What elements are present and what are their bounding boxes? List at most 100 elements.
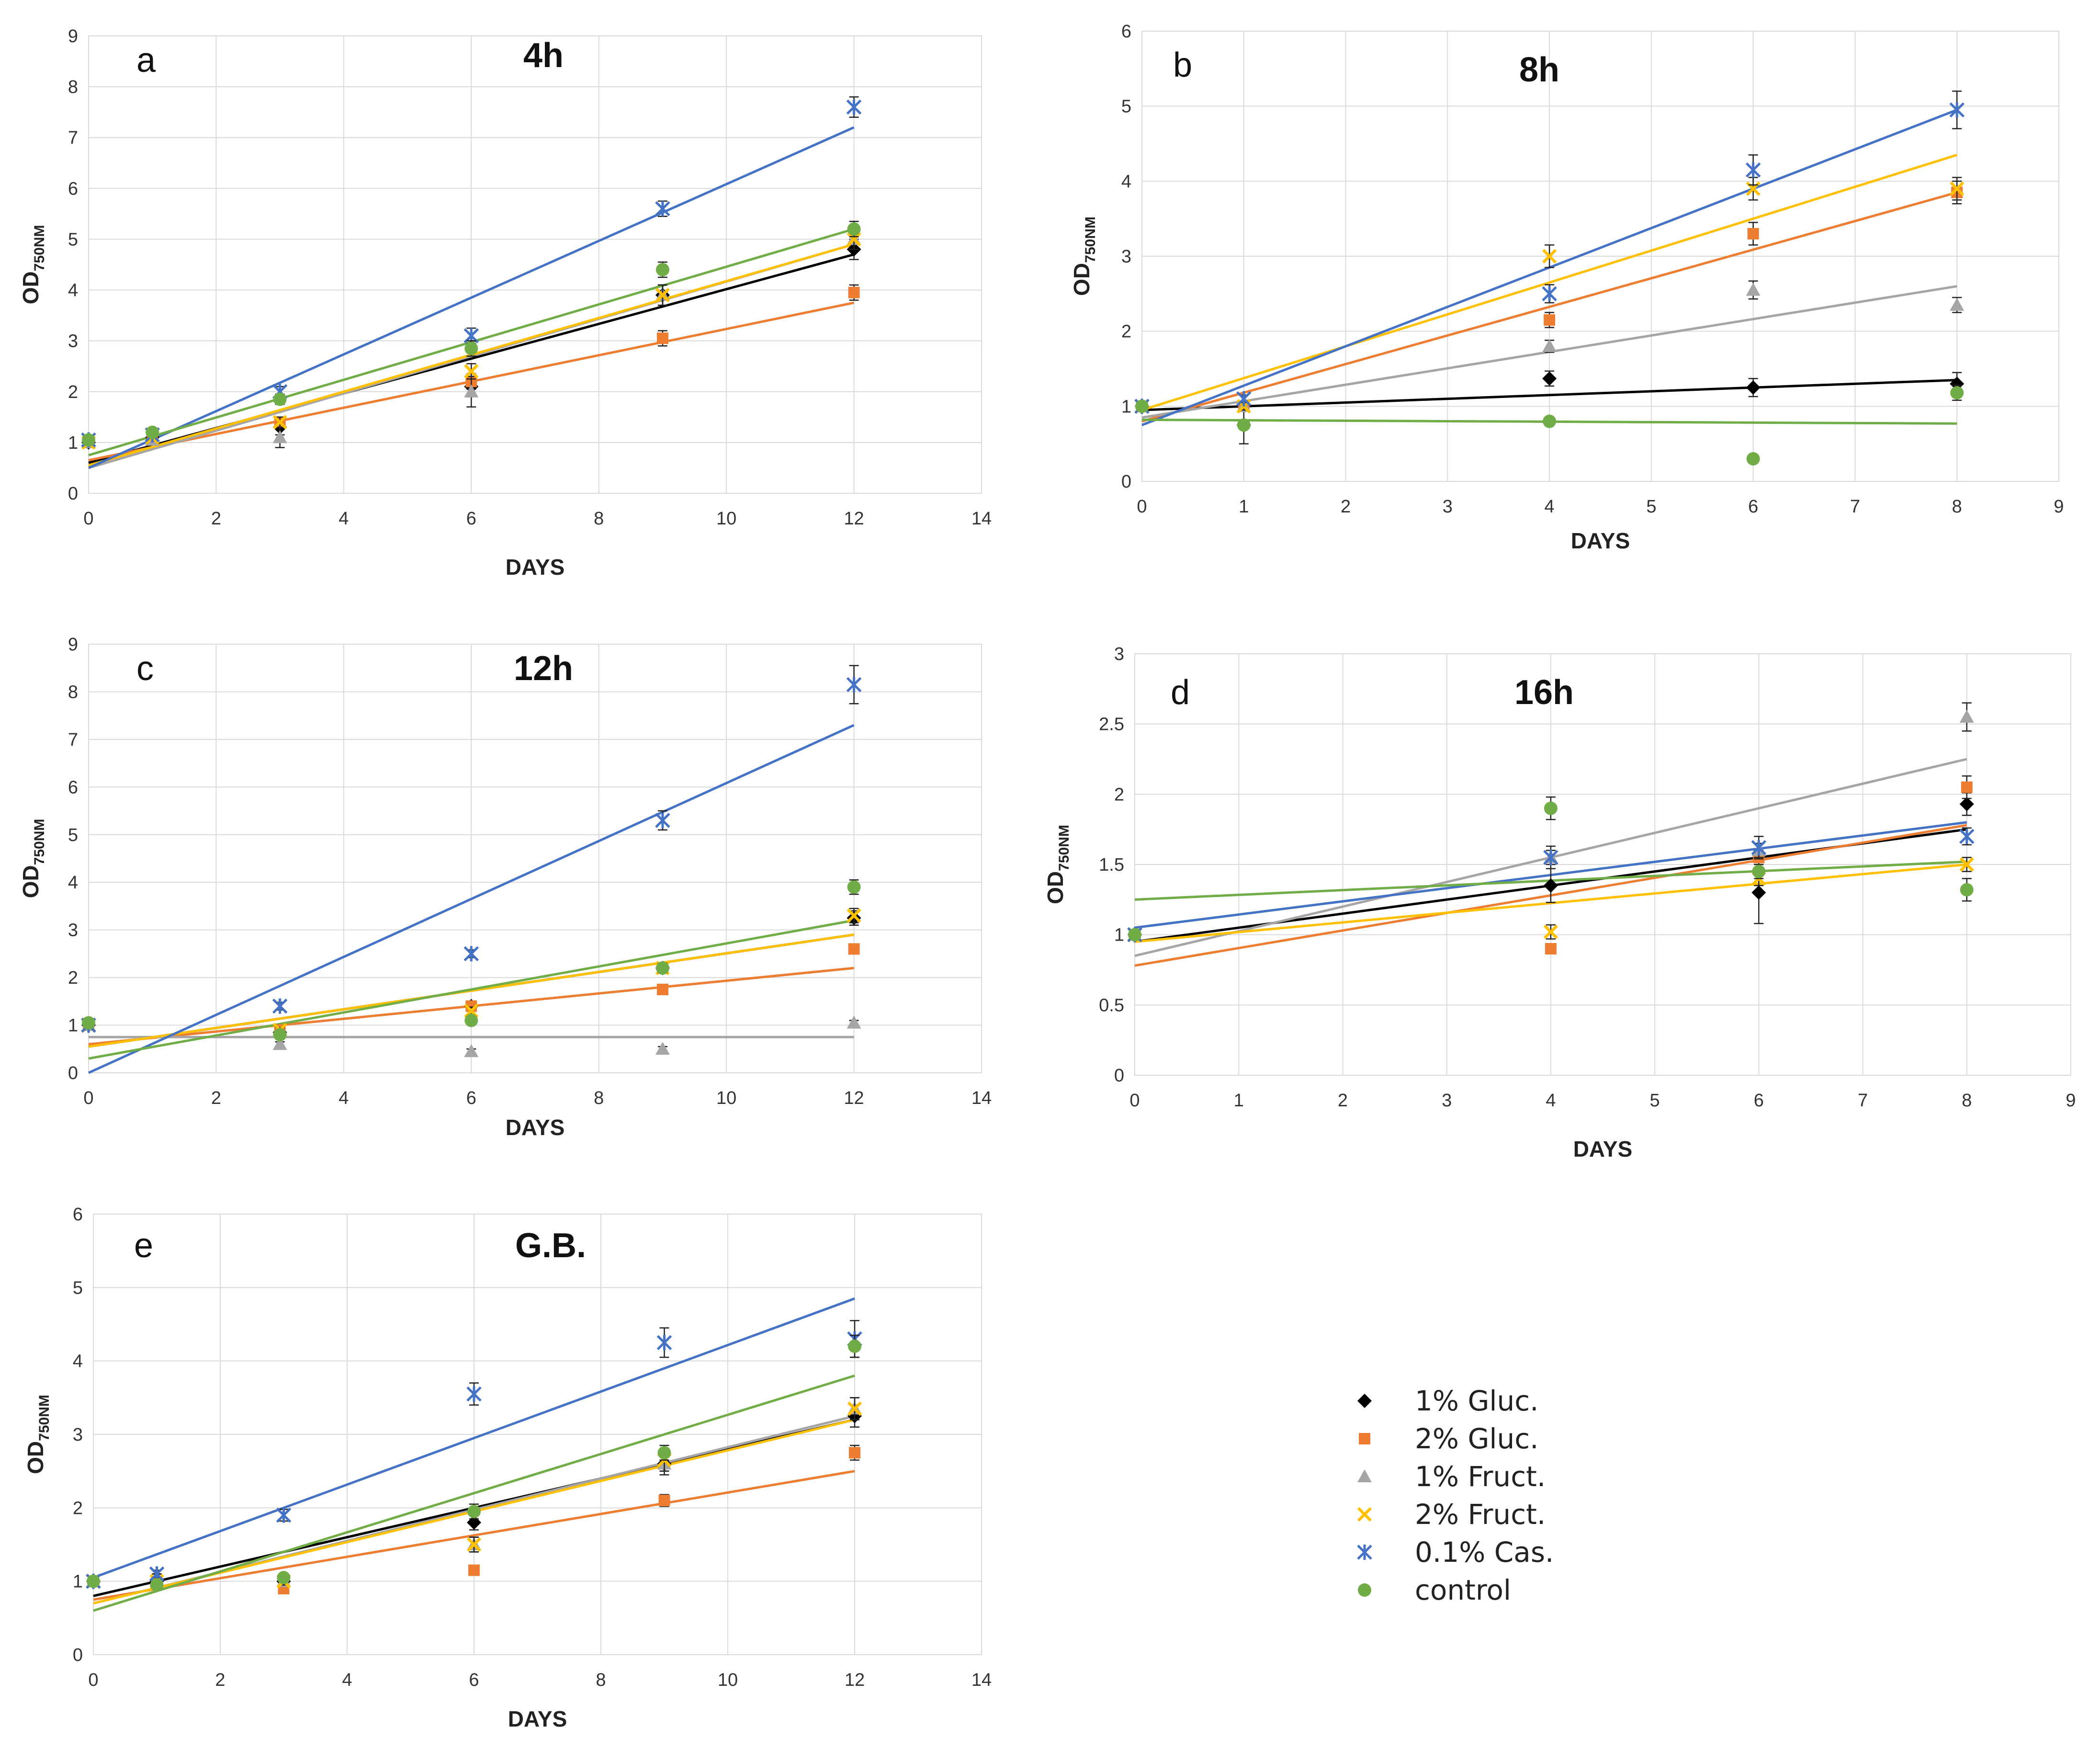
data-point [847, 880, 861, 894]
legend-label: 2% Fruct. [1415, 1498, 1546, 1531]
data-point [846, 99, 862, 115]
x-tick-label: 6 [469, 1670, 479, 1690]
trendline-2pct-fruct [1134, 863, 1967, 943]
y-tick-label: 0 [68, 1063, 78, 1083]
series-control [1135, 385, 1964, 466]
x-tick-label: 10 [718, 1670, 738, 1690]
y-tick-label: 2 [68, 382, 78, 402]
y-axis-label: OD750NM [1069, 216, 1098, 296]
data-point [655, 1042, 670, 1055]
y-axis-label: OD750NM [1043, 825, 1072, 904]
y-tick-label: 2.5 [1099, 715, 1124, 735]
y-axis-label-sub: 750NM [1083, 216, 1098, 263]
data-point [1543, 924, 1558, 939]
series-control [87, 1334, 861, 1592]
data-point [464, 384, 479, 398]
y-axis-label-sub: 750NM [32, 819, 47, 865]
data-point [1746, 452, 1760, 466]
data-point [276, 1507, 292, 1523]
y-tick-label: 2 [68, 968, 78, 988]
x-tick-label: 8 [596, 1670, 606, 1690]
x-tick-label: 1 [1239, 497, 1249, 517]
x-tick-label: 2 [1338, 1091, 1348, 1111]
legend-label: control [1415, 1574, 1511, 1606]
legend-label: 0.1% Cas. [1415, 1536, 1554, 1569]
x-tick-label: 12 [844, 1088, 864, 1108]
x-tick-label: 0 [83, 1088, 93, 1108]
data-point [1543, 850, 1558, 865]
x-tick-label: 12 [844, 509, 864, 529]
data-point [272, 430, 287, 443]
data-point [464, 1044, 479, 1057]
data-point [150, 1578, 164, 1592]
x-tick-label: 4 [1545, 497, 1555, 517]
y-tick-label: 2 [1121, 322, 1131, 342]
data-point [846, 677, 862, 693]
legend: 1% Gluc. 2% Gluc. 1% Fruct. 2% Fruct. 0.1% C… [1357, 1385, 1554, 1606]
data-point [1544, 801, 1558, 815]
y-axis-label: OD750NM [18, 819, 47, 898]
y-tick-label: 9 [68, 635, 78, 655]
y-tick-label: 5 [68, 229, 78, 250]
legend-item-2pct-fruct: 2% Fruct. [1357, 1498, 1546, 1531]
legend-item-1pct-fruct: 1% Fruct. [1357, 1460, 1546, 1493]
data-point [272, 998, 288, 1014]
x-tick-label: 9 [2066, 1091, 2076, 1111]
y-tick-label: 1 [68, 1016, 78, 1036]
y-axis-label-main: OD [23, 1441, 48, 1474]
data-point [847, 1401, 862, 1416]
data-point [1745, 162, 1761, 178]
data-point [87, 1574, 100, 1588]
y-tick-label: 1 [1114, 925, 1124, 945]
data-point [1543, 414, 1557, 428]
data-point [1747, 228, 1759, 239]
data-point [1746, 283, 1761, 296]
x-tick-label: 6 [1754, 1091, 1764, 1111]
y-axis-label-main: OD [1069, 263, 1094, 296]
legend-label: 1% Gluc. [1415, 1385, 1539, 1417]
x-tick-label: 5 [1646, 497, 1656, 517]
x-tick-label: 8 [1962, 1091, 1972, 1111]
trendline-1pct-gluc [1141, 379, 1957, 411]
data-point [1544, 314, 1556, 326]
y-tick-label: 1 [73, 1572, 83, 1592]
y-tick-label: 1.5 [1099, 855, 1124, 875]
data-point [848, 286, 860, 298]
data-point [146, 425, 159, 439]
data-point [655, 288, 670, 303]
data-point [1950, 181, 1965, 196]
data-point [1959, 710, 1974, 723]
trendline-0-1pct-cas [88, 126, 855, 469]
y-tick-label: 5 [1121, 97, 1131, 117]
y-axis-label-main: OD [18, 865, 43, 898]
data-point [464, 341, 478, 355]
data-point [1959, 796, 1974, 811]
legend-label: 1% Fruct. [1415, 1460, 1546, 1493]
x-tick-label: 4 [342, 1670, 352, 1690]
x-tick-label: 4 [339, 1088, 349, 1108]
data-point [1543, 878, 1558, 893]
y-tick-label: 4 [1121, 171, 1131, 192]
legend-item-1pct-gluc: 1% Gluc. [1357, 1385, 1539, 1417]
x-tick-label: 5 [1650, 1091, 1660, 1111]
x-tick-label: 0 [88, 1670, 98, 1690]
y-tick-label: 4 [68, 873, 78, 893]
x-tick-label: 3 [1443, 497, 1453, 517]
data-point [273, 392, 287, 406]
x-tick-label: 6 [1748, 497, 1758, 517]
y-tick-label: 3 [1121, 247, 1131, 267]
x-tick-label: 14 [971, 509, 992, 529]
y-tick-label: 2 [1114, 784, 1124, 805]
data-point [1542, 339, 1557, 352]
trendline-2pct-fruct [1141, 154, 1957, 411]
y-tick-label: 3 [1114, 644, 1124, 664]
panel-title: 12h [514, 649, 573, 688]
data-point [272, 1037, 287, 1050]
x-tick-label: 9 [2054, 497, 2064, 517]
series-control [82, 879, 861, 1042]
x-axis-label: DAYS [1571, 528, 1630, 553]
data-point [1236, 391, 1252, 407]
x-tick-label: 6 [466, 1088, 476, 1108]
